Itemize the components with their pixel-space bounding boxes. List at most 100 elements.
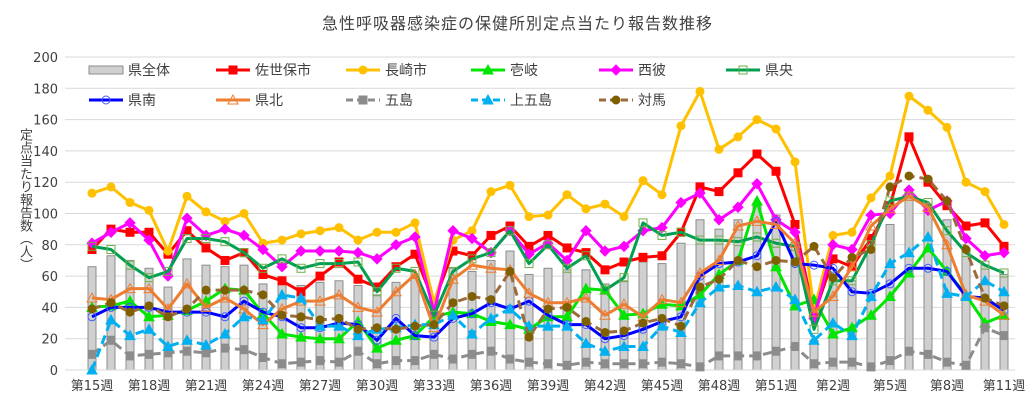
data-point <box>941 238 953 250</box>
legend-label: 対馬 <box>638 93 666 109</box>
data-point <box>885 279 895 289</box>
data-point <box>846 329 858 341</box>
data-point <box>732 219 744 231</box>
legend-item: 五島 <box>345 90 413 110</box>
legend-item: 県央 <box>725 60 793 80</box>
data-point <box>201 207 211 217</box>
data-point <box>600 199 610 209</box>
legend-line-swatch <box>471 63 505 75</box>
y-tick-label: 160 <box>33 114 58 129</box>
data-point <box>258 263 268 273</box>
data-point <box>751 215 763 226</box>
data-point <box>277 276 287 286</box>
line-series <box>87 191 1009 334</box>
data-point <box>732 201 744 213</box>
legend-label: 五島 <box>385 93 413 109</box>
legend-line-swatch <box>89 95 123 105</box>
data-point <box>296 229 306 239</box>
data-point <box>828 273 838 283</box>
data-point <box>771 238 781 248</box>
data-point <box>181 334 193 345</box>
legend-label: 上五島 <box>510 93 552 109</box>
data-point <box>220 312 230 322</box>
data-point <box>713 214 725 226</box>
legend-line-swatch <box>599 64 633 76</box>
x-tick-label: 第11週 <box>983 379 1026 394</box>
x-tick-label: 第15週 <box>71 379 114 394</box>
data-point <box>942 357 952 367</box>
data-point <box>86 363 98 375</box>
legend-item: 長崎市 <box>345 60 427 80</box>
data-point <box>239 285 249 295</box>
legend-marker-icon <box>227 93 239 105</box>
data-point <box>713 281 725 292</box>
data-point <box>809 260 819 270</box>
data-point <box>770 281 782 292</box>
data-point <box>580 337 592 348</box>
data-point <box>258 352 268 362</box>
data-point <box>390 239 402 251</box>
data-point <box>885 182 895 192</box>
data-point <box>504 302 516 314</box>
data-point <box>999 331 1009 341</box>
data-point <box>675 326 687 337</box>
data-point <box>296 323 306 333</box>
y-tick-label: 60 <box>41 270 58 285</box>
data-point <box>86 291 98 303</box>
data-point <box>390 334 402 345</box>
data-point <box>333 245 345 257</box>
data-point <box>733 237 743 247</box>
data-point <box>486 248 496 258</box>
data-point <box>447 309 459 320</box>
data-point <box>789 237 801 248</box>
data-point <box>295 245 307 257</box>
line-series <box>87 171 1009 342</box>
legend-item: 西彼 <box>598 60 666 80</box>
legend-label: 県央 <box>765 63 793 79</box>
data-point <box>124 329 136 341</box>
line-series <box>86 230 1010 375</box>
data-point <box>619 326 629 336</box>
data-point <box>371 306 383 317</box>
data-point <box>524 212 534 222</box>
data-point <box>733 168 743 178</box>
data-point <box>809 241 819 251</box>
data-point <box>998 285 1010 297</box>
data-point <box>410 356 420 366</box>
data-point <box>486 187 496 197</box>
data-point <box>201 285 211 295</box>
data-point <box>752 232 762 242</box>
data-point <box>618 340 630 352</box>
data-point <box>638 176 648 186</box>
data-point <box>580 225 592 237</box>
data-point <box>333 332 345 344</box>
data-point <box>770 218 782 229</box>
data-point <box>771 346 781 356</box>
data-point <box>276 261 288 273</box>
data-point <box>296 357 306 367</box>
data-point <box>619 212 629 222</box>
data-point <box>143 234 155 246</box>
y-tick-label: 100 <box>33 208 58 223</box>
data-point <box>353 235 363 245</box>
data-point <box>600 359 610 369</box>
data-point <box>733 255 743 265</box>
data-point <box>961 177 971 187</box>
data-point <box>562 302 572 312</box>
data-point <box>657 230 667 240</box>
data-point <box>942 266 952 276</box>
data-point <box>447 273 459 284</box>
data-point <box>618 240 630 253</box>
data-point <box>87 304 97 314</box>
data-point <box>638 359 648 369</box>
data-point <box>828 263 838 273</box>
data-point <box>200 301 212 312</box>
data-point <box>448 298 458 308</box>
data-point <box>143 282 155 294</box>
data-point <box>675 196 687 209</box>
bar <box>961 250 971 371</box>
data-point <box>391 227 401 237</box>
data-point <box>182 191 192 201</box>
data-point <box>448 266 458 276</box>
data-point <box>315 315 325 325</box>
